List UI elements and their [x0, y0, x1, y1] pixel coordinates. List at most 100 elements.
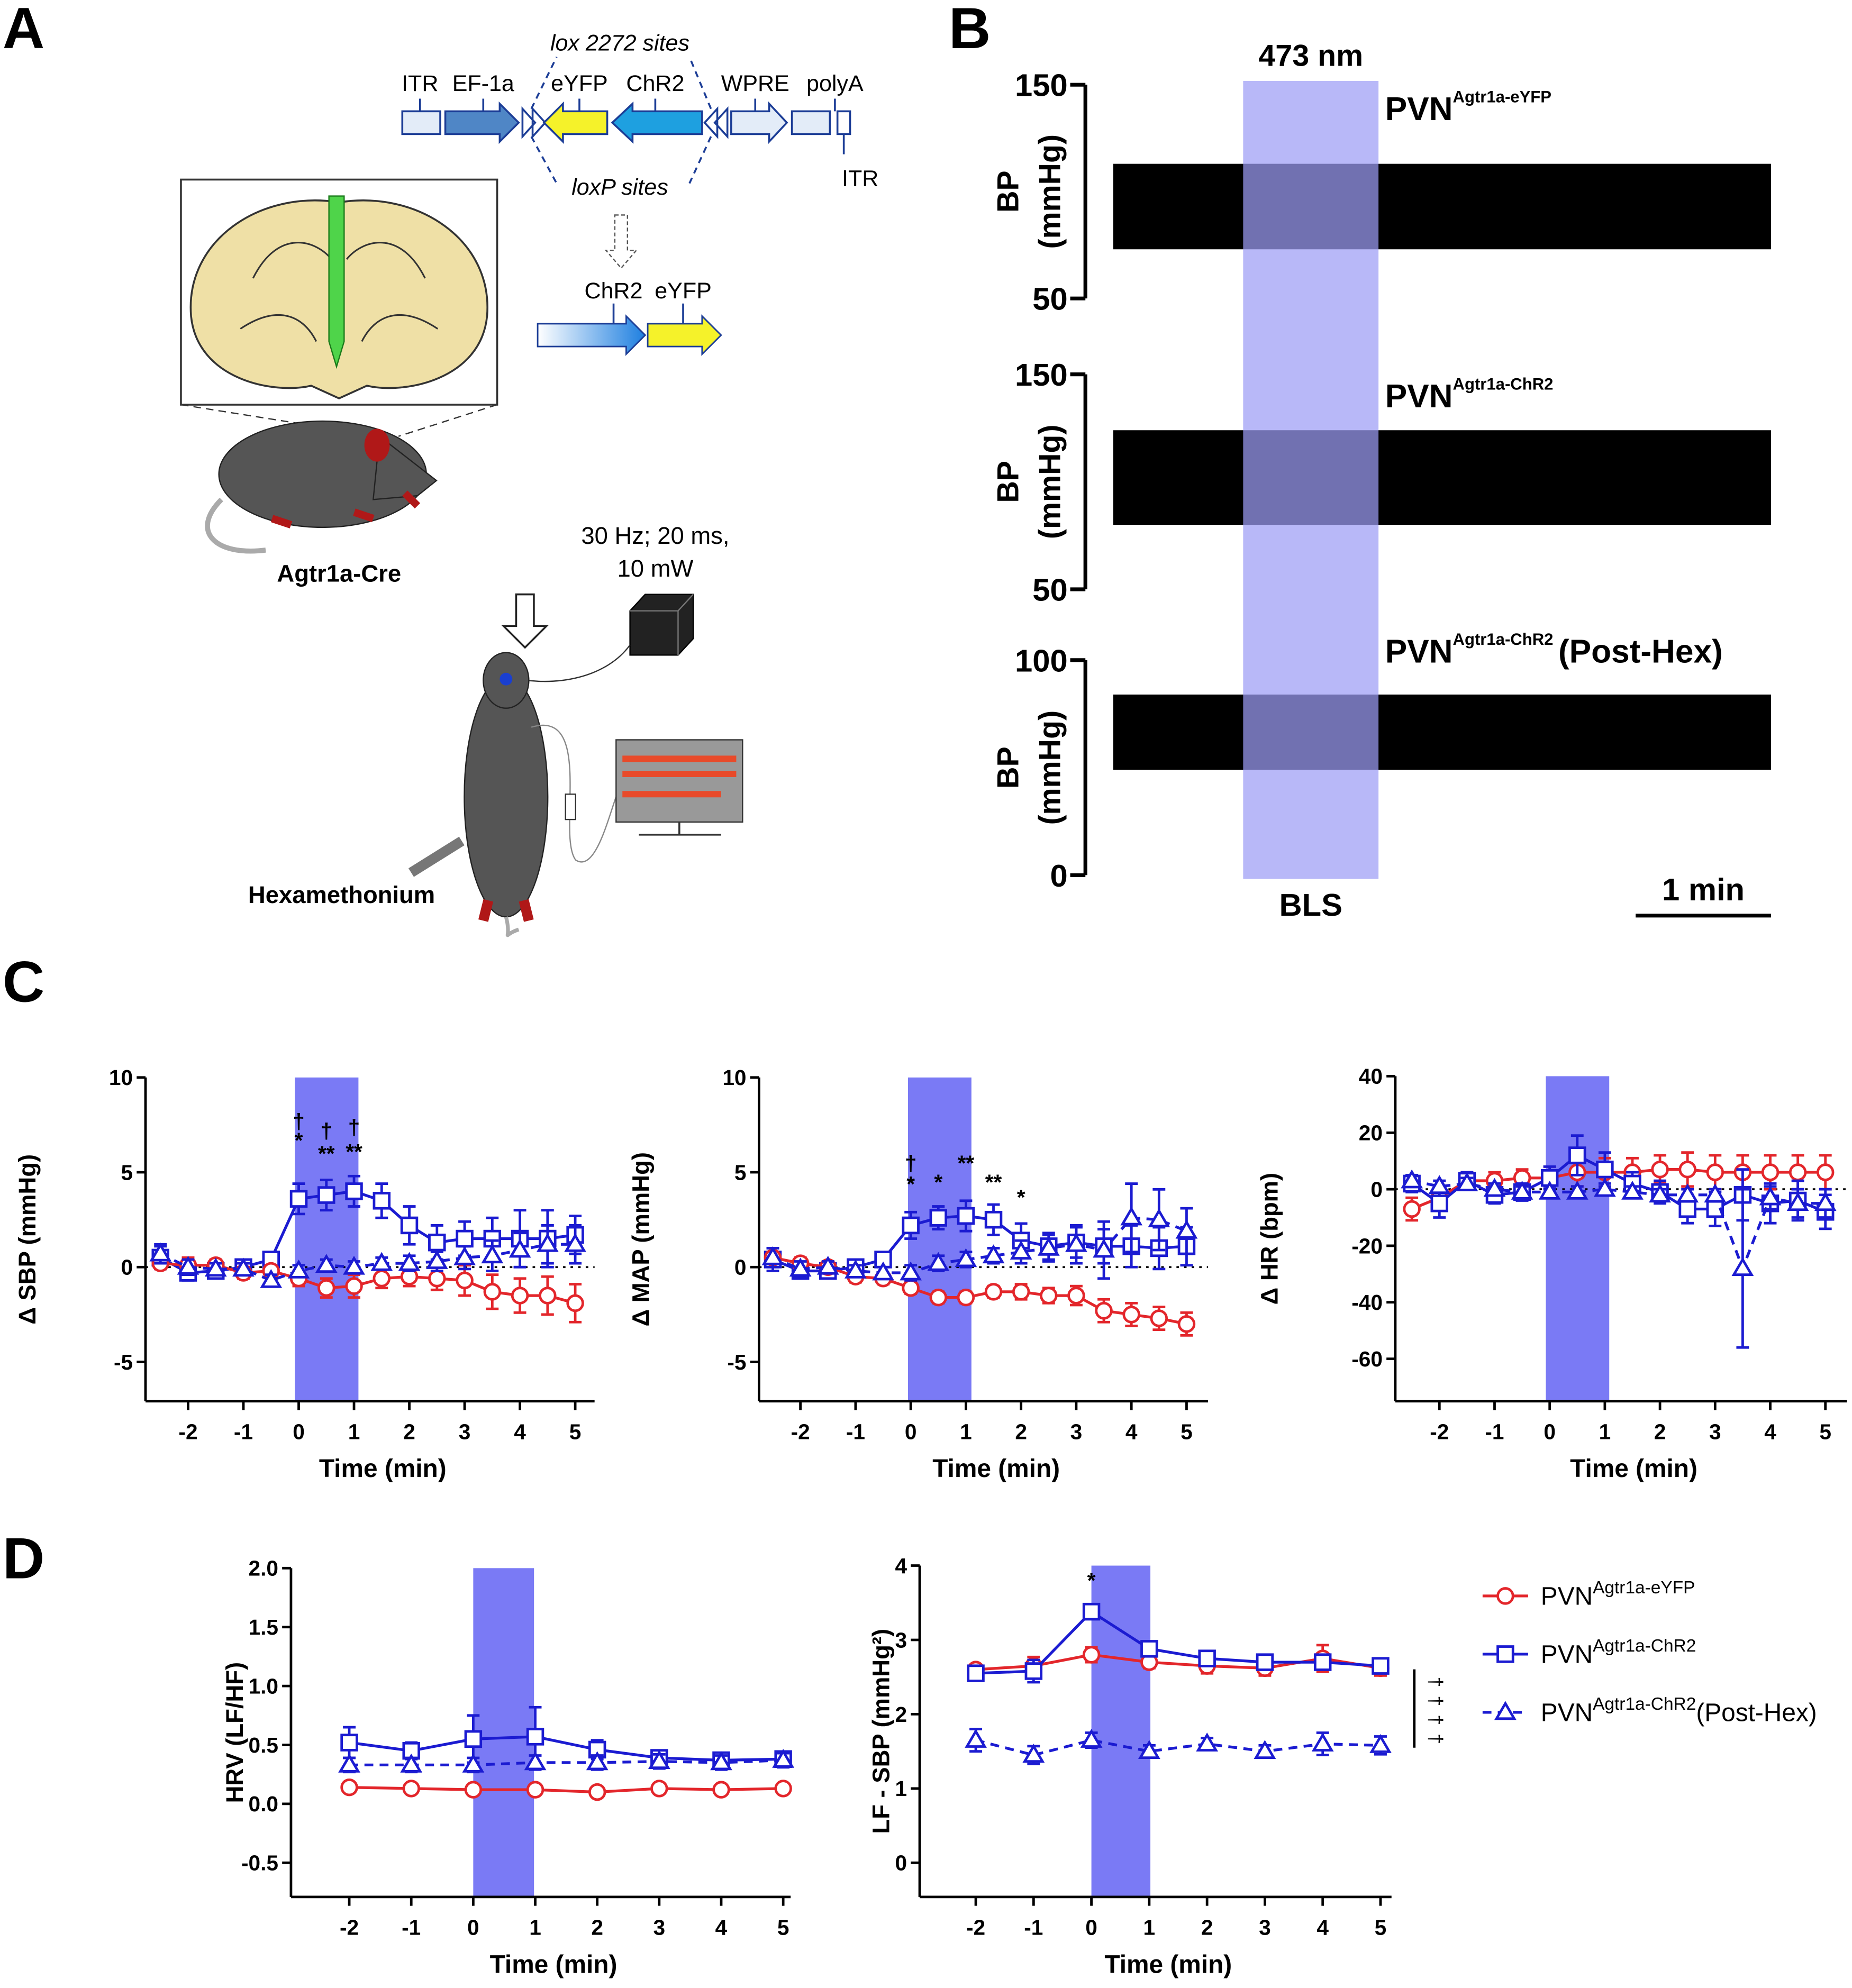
x-tick-label: 5: [1819, 1419, 1831, 1444]
x-tick-label: 1: [960, 1419, 972, 1444]
y-tick-label: 20: [1359, 1121, 1383, 1145]
x-tick-label: 5: [1375, 1916, 1387, 1940]
marker: [1731, 1257, 1754, 1276]
y-tick-label: -5: [727, 1350, 746, 1374]
significance-label: **: [985, 1170, 1002, 1194]
y-tick-label: 0: [121, 1255, 133, 1280]
y-axis-label: Δ HR (bpm): [1256, 1173, 1283, 1305]
light-stimulation-shade: [1243, 80, 1379, 879]
y-tick-label: 1: [895, 1776, 907, 1801]
x-tick-label: 2: [1654, 1419, 1666, 1444]
y-axis-label: (mmHg): [1033, 710, 1067, 825]
panel-label: C: [3, 949, 44, 1014]
trace-label-sup: Agtr1a-eYFP: [1453, 88, 1551, 106]
y-tick-label: -40: [1351, 1290, 1383, 1315]
legend-sup: Agtr1a-ChR2: [1593, 1636, 1696, 1656]
marker: [338, 1753, 360, 1773]
x-tick-label: -1: [846, 1419, 865, 1444]
marker: [1494, 1701, 1517, 1720]
polya-box: [791, 110, 831, 135]
marker: [761, 1246, 784, 1265]
significance-label: †: [905, 1151, 917, 1175]
marker: [1369, 1734, 1392, 1753]
element-ticks: [419, 98, 845, 154]
x-tick-label: 3: [653, 1916, 666, 1940]
y-tick-label: 5: [734, 1160, 747, 1184]
marker: [260, 1269, 283, 1288]
stimulation-shade: [1091, 1565, 1151, 1897]
element-label: eYFP: [551, 71, 608, 96]
trace-label-name: PVN: [1385, 91, 1453, 127]
x-tick-label: -1: [1485, 1419, 1504, 1444]
marker: [588, 1783, 606, 1801]
marker: [1676, 1183, 1699, 1203]
lox-triangles: [521, 106, 547, 139]
laser-box: [629, 594, 694, 656]
monitor-traces: [622, 755, 737, 798]
marker: [1067, 1287, 1085, 1305]
marker: [772, 1748, 795, 1768]
marker: [586, 1751, 609, 1771]
marker: [1593, 1178, 1616, 1197]
marker: [1401, 1169, 1423, 1189]
trace-label-name: PVN: [1385, 378, 1453, 415]
significance-label: *: [1087, 1568, 1096, 1593]
y-tick-label: 0: [734, 1255, 747, 1280]
x-tick-label: -1: [402, 1916, 421, 1940]
y-tick-label: 100: [1015, 643, 1068, 678]
marker: [1786, 1192, 1809, 1211]
y-tick-label: 50: [1032, 281, 1067, 317]
y-axis-label: BP: [992, 746, 1025, 789]
marker: [967, 1664, 985, 1682]
legend-label: PVNAgtr1a-ChR2(Post-Hex): [1541, 1694, 1817, 1727]
trace-label-sup: Agtr1a-ChR2: [1453, 630, 1554, 649]
marker: [1040, 1287, 1058, 1305]
stim-arrow: [501, 593, 549, 649]
mouse-label: Agtr1a-Cre: [277, 560, 401, 587]
x-axis-label: Time (min): [319, 1455, 447, 1483]
marker: [177, 1255, 199, 1275]
marker: [373, 1192, 391, 1210]
marker: [1651, 1160, 1669, 1179]
x-axis-label: Time (min): [932, 1455, 1060, 1483]
series-line: [772, 1256, 1187, 1326]
chr2-arrow: [537, 314, 647, 356]
marker: [710, 1751, 732, 1771]
y-axis-label: BP: [992, 461, 1025, 503]
significance-label: *: [295, 1128, 303, 1152]
y-tick-label: 4: [895, 1554, 907, 1578]
marker: [650, 1780, 668, 1798]
marker: [402, 1780, 420, 1798]
x-tick-label: 4: [1764, 1419, 1776, 1444]
x-tick-label: 1: [1599, 1419, 1611, 1444]
marker: [1496, 1587, 1514, 1605]
x-tick-label: 1: [1143, 1916, 1156, 1940]
stimulation-shade: [473, 1568, 534, 1897]
x-tick-label: 4: [715, 1916, 728, 1940]
significance-mark: †: [1425, 1695, 1446, 1706]
marker: [902, 1216, 920, 1235]
x-tick-label: -2: [178, 1419, 197, 1444]
marker: [1196, 1732, 1219, 1752]
element-label: ChR2: [626, 71, 684, 96]
marker: [774, 1780, 792, 1798]
series-line: [349, 1786, 784, 1794]
marker: [373, 1270, 391, 1288]
y-tick-label: 1.5: [249, 1615, 278, 1639]
marker: [566, 1294, 584, 1312]
legend-label: PVNAgtr1a-ChR2: [1541, 1636, 1696, 1669]
syringe: [408, 836, 465, 877]
mouse-tail: [504, 916, 520, 937]
x-tick-label: 2: [591, 1916, 603, 1940]
marker: [1816, 1163, 1835, 1181]
marker: [464, 1781, 483, 1799]
marker: [1483, 1178, 1506, 1197]
x-tick-label: -2: [791, 1419, 810, 1444]
y-tick-label: 5: [121, 1160, 133, 1184]
panel-label: D: [3, 1526, 44, 1591]
marker: [982, 1244, 1005, 1264]
element-label: EF-1a: [452, 71, 514, 96]
lox-lines: [530, 56, 712, 184]
mouse-body: [464, 676, 549, 918]
